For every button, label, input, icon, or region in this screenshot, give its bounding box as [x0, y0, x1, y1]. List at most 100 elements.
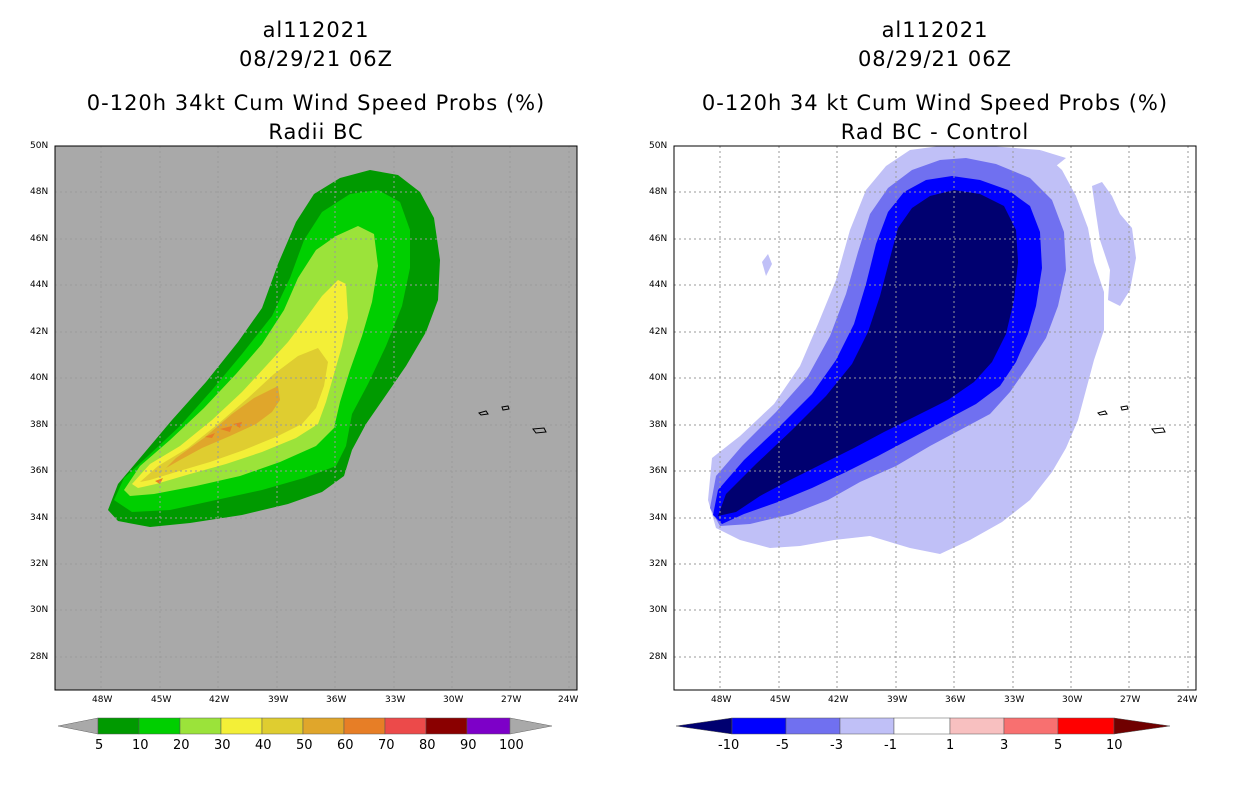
left-gridlines [55, 146, 577, 690]
left-lon-label: 30W [443, 695, 464, 705]
right-lon-label: 27W [1120, 695, 1141, 705]
left-lat-label: 50N [30, 141, 49, 151]
left-lat-label: 32N [30, 559, 49, 569]
left-lat-label: 48N [30, 187, 49, 197]
left-colorbar-label: 100 [499, 738, 524, 753]
right-colorbar-low-arrow [675, 717, 733, 735]
right-lat-label: 32N [649, 559, 668, 569]
left-colorbar-label: 60 [337, 738, 354, 753]
left-lat-label: 28N [30, 652, 49, 662]
left-colorbar-label: 80 [419, 738, 436, 753]
left-title-line2: Radii BC [268, 120, 364, 144]
left-colorbar-swatch-1 [138, 717, 181, 735]
right-contour-minus10 [718, 190, 1018, 516]
right-colorbar [675, 717, 1171, 735]
right-colorbar-label: 10 [1106, 738, 1123, 753]
left-lat-label: 46N [30, 234, 49, 244]
left-map-frame [54, 145, 578, 691]
right-colorbar-label: -1 [884, 738, 897, 753]
left-colorbar-swatch-0 [97, 717, 140, 735]
right-contour-minus1-patch-a [1092, 182, 1136, 306]
left-colorbar-label: 10 [132, 738, 149, 753]
left-lat-label: 30N [30, 605, 49, 615]
right-colorbar-swatch-7 [1057, 717, 1115, 735]
left-contour-30 [132, 280, 348, 488]
left-lon-label: 36W [326, 695, 347, 705]
right-colorbar-label: -5 [776, 738, 789, 753]
left-colorbar-swatch-3 [220, 717, 263, 735]
left-colorbar-label: 40 [255, 738, 272, 753]
left-colorbar-label: 30 [214, 738, 231, 753]
right-lat-label: 28N [649, 652, 668, 662]
left-contour-20 [124, 226, 378, 496]
right-colorbar-label: 5 [1054, 738, 1063, 753]
right-colorbar-label: -3 [830, 738, 843, 753]
right-storm-id: al112021 [881, 18, 989, 42]
left-colorbar-label: 50 [296, 738, 313, 753]
right-difference-contours [708, 146, 1136, 554]
left-lat-label: 38N [30, 420, 49, 430]
left-colorbar-swatch-7 [384, 717, 427, 735]
right-lon-label: 42W [828, 695, 849, 705]
left-colorbar-swatch-9 [466, 717, 511, 735]
right-datetime: 08/29/21 06Z [857, 47, 1013, 71]
right-lat-label: 42N [649, 327, 668, 337]
left-lat-label: 34N [30, 513, 49, 523]
right-gridlines [674, 146, 1196, 690]
left-lat-label: 36N [30, 466, 49, 476]
right-title-line2: Rad BC - Control [840, 120, 1030, 144]
left-lon-label: 42W [209, 695, 230, 705]
right-contour-minus1-patch-b [762, 254, 772, 276]
right-colorbar-swatch-4 [893, 717, 951, 735]
left-lon-label: 33W [385, 695, 406, 705]
right-lon-label: 39W [887, 695, 908, 705]
right-colorbar-swatch-1 [731, 717, 787, 735]
right-colorbar-swatch-6 [1003, 717, 1059, 735]
left-colorbar-swatch-8 [425, 717, 468, 735]
right-lat-label: 48N [649, 187, 668, 197]
right-lat-label: 36N [649, 466, 668, 476]
left-title-block: al112021 08/29/21 06Z 0-120h 34kt Cum Wi… [55, 16, 577, 147]
left-lon-label: 45W [151, 695, 172, 705]
left-storm-id: al112021 [262, 18, 370, 42]
left-lon-label: 48W [92, 695, 113, 705]
left-islands [478, 405, 547, 434]
left-colorbar-label: 90 [460, 738, 477, 753]
left-colorbar-label: 5 [95, 738, 104, 753]
left-lat-label: 42N [30, 327, 49, 337]
right-islands [1097, 405, 1166, 434]
right-lat-label: 34N [649, 513, 668, 523]
left-colorbar-label: 70 [378, 738, 395, 753]
left-colorbar-swatch-6 [343, 717, 386, 735]
left-lon-label: 24W [558, 695, 579, 705]
left-colorbar-swatch-5 [302, 717, 345, 735]
right-lat-label: 50N [649, 141, 668, 151]
right-colorbar-swatch-2 [785, 717, 841, 735]
right-lon-label: 48W [711, 695, 732, 705]
right-title-block: al112021 08/29/21 06Z 0-120h 34 kt Cum W… [674, 16, 1196, 147]
right-lon-label: 30W [1062, 695, 1083, 705]
left-contour-50 [160, 386, 280, 474]
left-colorbar-swatch-4 [261, 717, 304, 735]
right-map-frame [673, 145, 1197, 691]
right-colorbar-high-arrow [1113, 717, 1171, 735]
left-lat-label: 44N [30, 280, 49, 290]
left-lon-label: 27W [501, 695, 522, 705]
right-lat-label: 44N [649, 280, 668, 290]
right-contour-minus1-patch-c [1040, 150, 1066, 166]
left-colorbar-swatch-2 [179, 717, 222, 735]
right-lon-label: 36W [945, 695, 966, 705]
right-colorbar-label: 1 [946, 738, 955, 753]
right-lat-label: 40N [649, 373, 668, 383]
left-colorbar-label: 20 [173, 738, 190, 753]
left-probability-contours [108, 170, 440, 527]
right-lat-label: 38N [649, 420, 668, 430]
right-lat-label: 46N [649, 234, 668, 244]
left-colorbar-low-arrow [57, 717, 99, 735]
right-lon-label: 24W [1177, 695, 1198, 705]
right-colorbar-label: 3 [1000, 738, 1009, 753]
right-colorbar-swatch-5 [949, 717, 1005, 735]
right-lon-label: 45W [770, 695, 791, 705]
left-lon-label: 39W [268, 695, 289, 705]
